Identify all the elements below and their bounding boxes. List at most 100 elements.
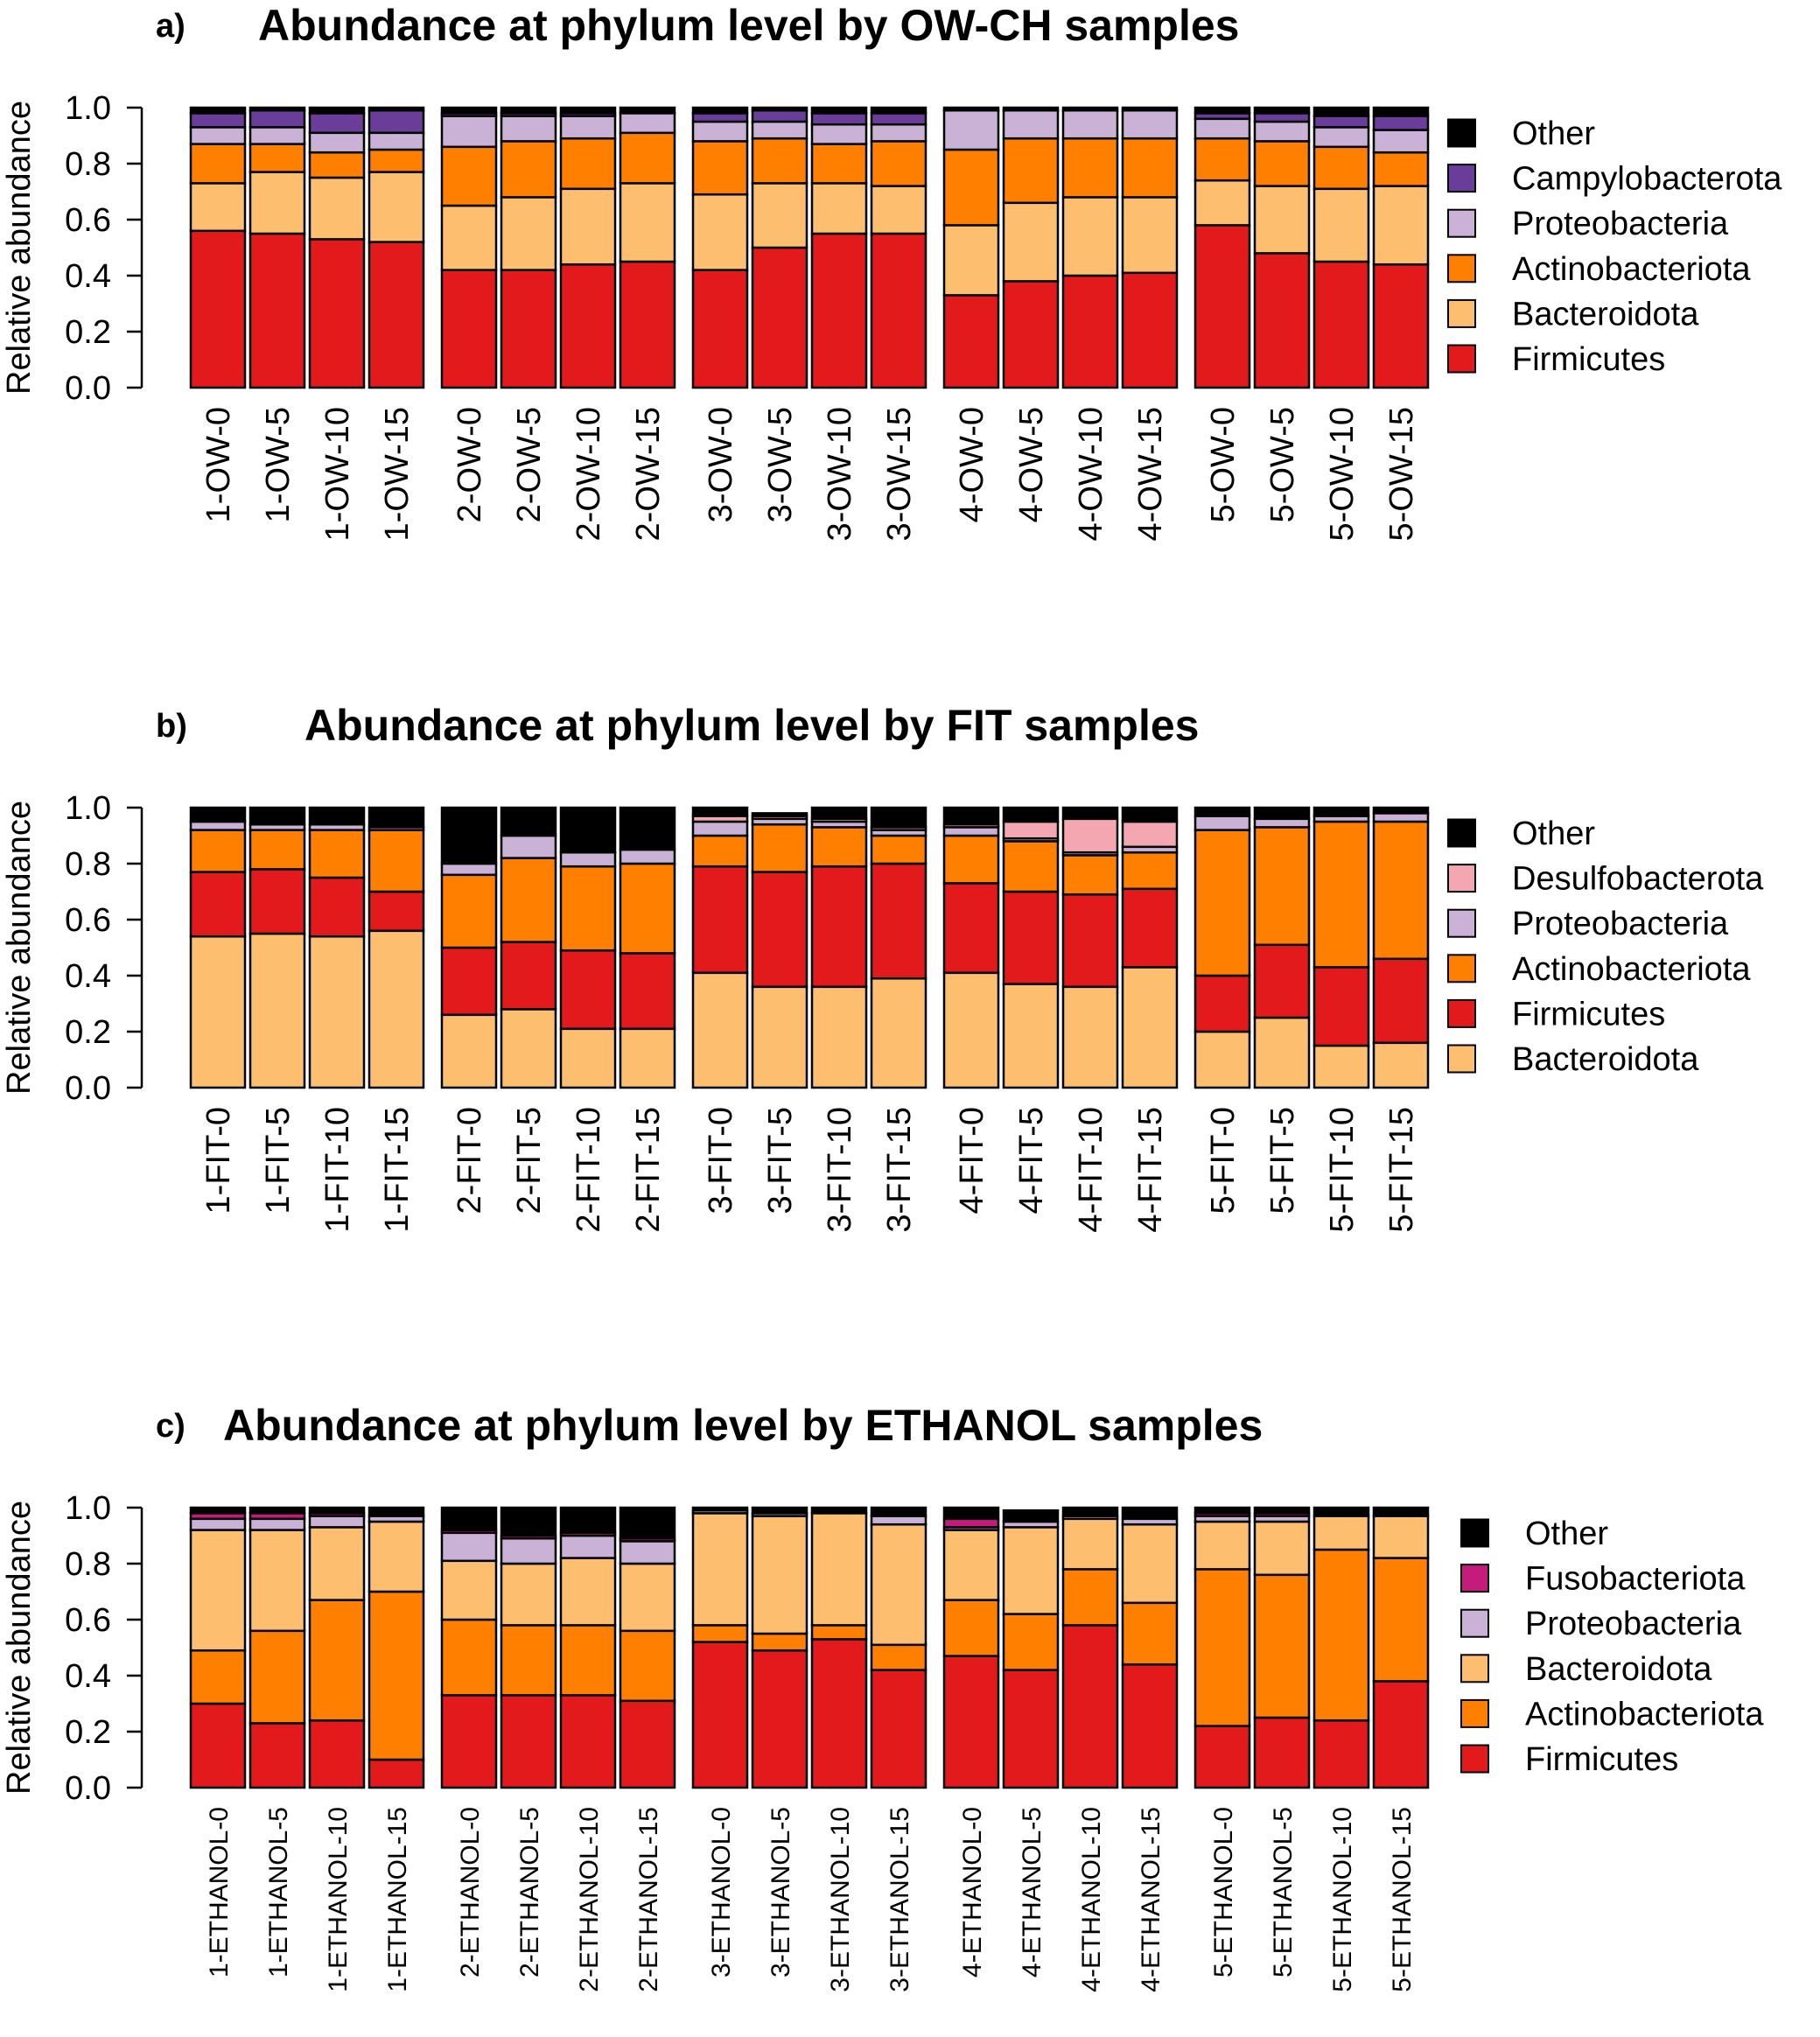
x-tick-label: 1-FIT-5 — [260, 1107, 297, 1214]
bar-segment-other — [191, 108, 245, 113]
bar-3-OW-5 — [752, 108, 807, 388]
bar-segment-proteobacteria — [1123, 110, 1177, 138]
bar-segment-bacteroidota — [561, 1558, 615, 1626]
y-tick-label: 0.6 — [65, 202, 111, 239]
bar-segment-bacteroidota — [1195, 1032, 1250, 1088]
x-tick-label: 1-ETHANOL-10 — [324, 1807, 353, 1992]
bar-segment-proteobacteria — [872, 124, 926, 141]
bar-segment-other — [1374, 808, 1428, 813]
bar-segment-bacteroidota — [442, 206, 496, 270]
bar-segment-other — [620, 1508, 675, 1538]
x-tick-label: 3-OW-5 — [762, 407, 799, 522]
bar-4-OW-15 — [1123, 108, 1177, 388]
bar-segment-other — [1123, 808, 1177, 822]
bar-2-ETHANOL-0 — [442, 1508, 496, 1788]
bar-segment-bacteroidota — [1314, 189, 1368, 262]
bar-4-FIT-5 — [1004, 808, 1058, 1088]
bar-segment-bacteroidota — [1255, 1018, 1309, 1088]
x-tick-label: 4-ETHANOL-5 — [1018, 1807, 1046, 1978]
bar-segment-actinobacteriota — [369, 1592, 424, 1760]
bar-segment-firmicutes — [1314, 262, 1368, 388]
bar-segment-proteobacteria — [561, 852, 615, 866]
y-tick-label: 0.0 — [65, 1070, 111, 1107]
bar-segment-actinobacteriota — [1314, 147, 1368, 189]
bar-segment-bacteroidota — [1123, 967, 1177, 1088]
legend-swatch-campylobacterota — [1448, 164, 1475, 192]
bar-1-ETHANOL-5 — [250, 1508, 304, 1788]
x-tick-label: 4-FIT-0 — [954, 1107, 990, 1214]
x-tick-label: 3-OW-10 — [822, 407, 858, 541]
bar-4-ETHANOL-0 — [944, 1508, 998, 1788]
legend-swatch-actinobacteriota — [1448, 255, 1475, 282]
bar-segment-firmicutes — [1314, 1720, 1368, 1788]
bar-segment-other — [310, 808, 364, 824]
bar-1-OW-10 — [310, 108, 364, 388]
bar-segment-bacteroidota — [369, 931, 424, 1088]
bar-segment-firmicutes — [620, 953, 675, 1028]
bar-segment-proteobacteria — [191, 822, 245, 830]
bar-segment-bacteroidota — [310, 936, 364, 1088]
bar-segment-desulfobacterota — [1004, 822, 1058, 838]
y-axis-label: Relative abundance — [1, 101, 38, 395]
bar-segment-bacteroidota — [1004, 203, 1058, 282]
bar-segment-bacteroidota — [693, 973, 747, 1088]
bar-segment-bacteroidota — [561, 1029, 615, 1088]
bar-segment-bacteroidota — [752, 183, 807, 248]
bar-segment-campylobacterota — [310, 113, 364, 132]
legend-label: Proteobacteria — [1512, 906, 1729, 942]
bar-segment-actinobacteriota — [1004, 138, 1058, 203]
bar-segment-bacteroidota — [442, 1015, 496, 1088]
bar-2-OW-5 — [501, 108, 556, 388]
legend-swatch-proteobacteria — [1448, 210, 1475, 237]
bar-segment-firmicutes — [1063, 894, 1117, 987]
bar-segment-actinobacteriota — [1123, 138, 1177, 197]
bar-segment-firmicutes — [620, 1701, 675, 1788]
bar-segment-proteobacteria — [1255, 122, 1309, 141]
bar-segment-proteobacteria — [501, 836, 556, 858]
x-tick-label: 2-OW-15 — [630, 407, 667, 541]
bar-segment-actinobacteriota — [442, 1620, 496, 1695]
bar-segment-other — [1004, 108, 1058, 110]
bar-segment-proteobacteria — [1195, 816, 1250, 830]
x-tick-label: 1-FIT-15 — [379, 1107, 416, 1233]
bar-segment-actinobacteriota — [561, 866, 615, 950]
bar-segment-firmicutes — [369, 1760, 424, 1788]
bar-segment-other — [620, 108, 675, 113]
bar-segment-bacteroidota — [812, 1513, 866, 1625]
bar-2-ETHANOL-5 — [501, 1508, 556, 1788]
bar-segment-actinobacteriota — [191, 1650, 245, 1704]
bar-segment-other — [752, 813, 807, 816]
y-tick-label: 0.0 — [65, 1770, 111, 1807]
bar-segment-proteobacteria — [1374, 130, 1428, 153]
bar-segment-other — [501, 808, 556, 836]
bar-segment-actinobacteriota — [872, 1645, 926, 1670]
y-tick-label: 0.6 — [65, 902, 111, 939]
bar-segment-firmicutes — [442, 948, 496, 1015]
bar-segment-bacteroidota — [1123, 197, 1177, 272]
bar-segment-other — [812, 108, 866, 113]
bar-segment-other — [1195, 108, 1250, 113]
bar-segment-proteobacteria — [1374, 813, 1428, 822]
bar-segment-bacteroidota — [1374, 186, 1428, 265]
x-tick-label: 5-ETHANOL-5 — [1269, 1807, 1298, 1978]
bar-2-OW-15 — [620, 108, 675, 388]
bar-1-ETHANOL-15 — [369, 1508, 424, 1788]
bar-segment-proteobacteria — [501, 1538, 556, 1564]
bar-segment-proteobacteria — [561, 1536, 615, 1558]
bar-1-FIT-10 — [310, 808, 364, 1088]
bar-segment-firmicutes — [501, 1695, 556, 1788]
x-tick-label: 3-ETHANOL-10 — [826, 1807, 855, 1992]
x-tick-label: 4-FIT-10 — [1073, 1107, 1110, 1233]
bar-3-OW-10 — [812, 108, 866, 388]
x-tick-label: 2-ETHANOL-10 — [575, 1807, 604, 1992]
legend-swatch-bacteroidota — [1448, 300, 1475, 327]
bar-segment-bacteroidota — [1123, 1524, 1177, 1603]
bar-segment-firmicutes — [1195, 1726, 1250, 1788]
x-tick-label: 3-FIT-5 — [762, 1107, 799, 1214]
bar-segment-firmicutes — [369, 892, 424, 931]
bar-3-ETHANOL-10 — [812, 1508, 866, 1788]
bar-segment-proteobacteria — [1004, 110, 1058, 138]
bar-segment-bacteroidota — [442, 1561, 496, 1620]
legend-swatch-other — [1461, 1520, 1488, 1547]
legend-label: Actinobacteriota — [1512, 951, 1751, 988]
